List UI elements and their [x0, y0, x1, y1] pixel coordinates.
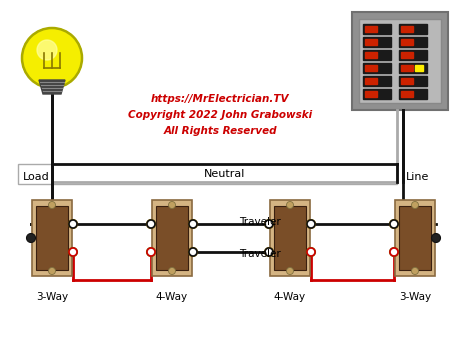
Bar: [401, 91, 413, 97]
Text: Traveler: Traveler: [239, 249, 281, 259]
Bar: [401, 52, 413, 58]
Text: 4-Way: 4-Way: [274, 292, 306, 302]
Circle shape: [168, 268, 175, 274]
Circle shape: [411, 202, 419, 208]
Bar: [365, 65, 377, 71]
Bar: [399, 89, 427, 99]
Circle shape: [22, 28, 82, 88]
Circle shape: [69, 219, 78, 229]
Text: 3-Way: 3-Way: [399, 292, 431, 302]
Circle shape: [147, 248, 155, 256]
Bar: [395, 200, 435, 276]
Text: 3-Way: 3-Way: [36, 292, 68, 302]
Circle shape: [48, 268, 55, 274]
Circle shape: [168, 202, 175, 208]
Circle shape: [390, 248, 398, 256]
Bar: [365, 39, 377, 45]
Circle shape: [286, 268, 293, 274]
Circle shape: [189, 220, 197, 228]
Circle shape: [264, 247, 273, 257]
Text: Load: Load: [23, 172, 50, 182]
Bar: [32, 200, 72, 276]
Circle shape: [27, 234, 36, 242]
Bar: [36, 206, 68, 270]
Circle shape: [307, 220, 315, 228]
Bar: [365, 91, 377, 97]
Circle shape: [189, 219, 198, 229]
Bar: [365, 78, 377, 84]
Bar: [399, 50, 427, 60]
Circle shape: [307, 248, 315, 256]
Circle shape: [390, 247, 399, 257]
Circle shape: [307, 247, 316, 257]
Circle shape: [69, 247, 78, 257]
Circle shape: [286, 202, 293, 208]
Bar: [399, 24, 427, 34]
Bar: [363, 76, 391, 86]
Bar: [365, 26, 377, 32]
Circle shape: [265, 248, 273, 256]
Bar: [363, 37, 391, 47]
Bar: [363, 24, 391, 34]
Bar: [363, 63, 391, 73]
Bar: [352, 12, 448, 110]
Polygon shape: [39, 80, 65, 94]
Bar: [18, 164, 397, 184]
Circle shape: [146, 247, 155, 257]
Circle shape: [390, 220, 398, 228]
Bar: [399, 76, 427, 86]
Circle shape: [265, 220, 273, 228]
Circle shape: [48, 202, 55, 208]
Circle shape: [147, 220, 155, 228]
Bar: [365, 52, 377, 58]
Text: Neutral: Neutral: [204, 169, 245, 179]
Circle shape: [264, 219, 273, 229]
Bar: [156, 206, 188, 270]
Text: https://MrElectrician.TV
Copyright 2022 John Grabowski
All Rights Reserved: https://MrElectrician.TV Copyright 2022 …: [128, 94, 312, 136]
Bar: [359, 19, 441, 103]
Bar: [274, 206, 306, 270]
Bar: [415, 65, 423, 71]
Bar: [401, 65, 413, 71]
Circle shape: [69, 248, 77, 256]
Circle shape: [37, 40, 57, 60]
Circle shape: [189, 247, 198, 257]
Bar: [270, 200, 310, 276]
Text: Traveler: Traveler: [239, 217, 281, 227]
Bar: [399, 63, 427, 73]
Circle shape: [390, 219, 399, 229]
Circle shape: [69, 220, 77, 228]
Bar: [399, 206, 431, 270]
Bar: [363, 89, 391, 99]
Circle shape: [431, 234, 440, 242]
Circle shape: [307, 219, 316, 229]
Bar: [401, 26, 413, 32]
Bar: [401, 39, 413, 45]
Text: Line: Line: [406, 172, 429, 182]
Circle shape: [146, 219, 155, 229]
Circle shape: [411, 268, 419, 274]
Bar: [363, 50, 391, 60]
Bar: [401, 78, 413, 84]
Text: 4-Way: 4-Way: [156, 292, 188, 302]
Circle shape: [189, 248, 197, 256]
Bar: [399, 37, 427, 47]
Bar: [152, 200, 192, 276]
